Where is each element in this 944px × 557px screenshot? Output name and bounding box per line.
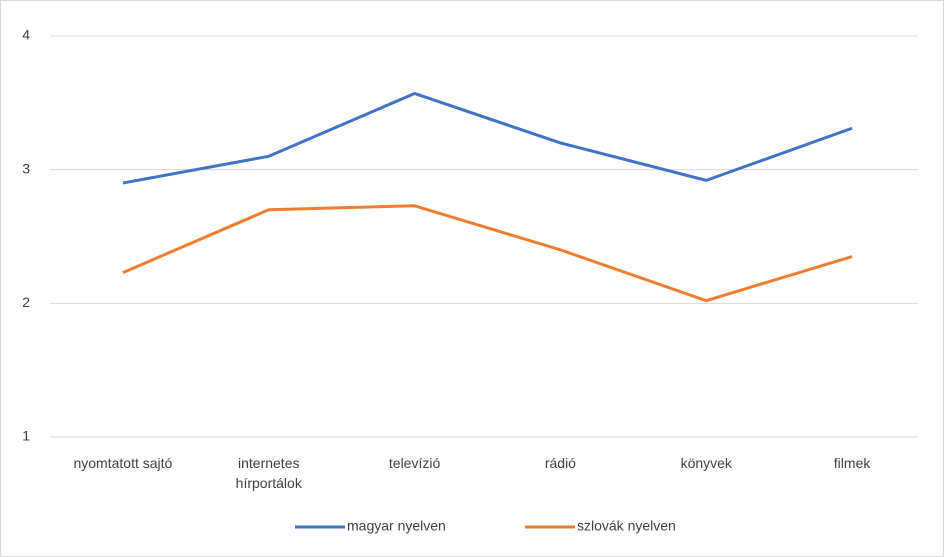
x-tick-label: televízió [388,455,441,471]
x-tick-label: filmek [833,455,871,471]
x-tick-label: internetes hírportálok [235,455,302,491]
y-tick-label: 2 [22,294,30,310]
legend-label: szlovák nyelven [577,518,676,534]
y-tick-label: 4 [22,27,30,43]
y-tick-label: 1 [22,428,30,444]
series-line [122,91,853,185]
series-line [122,204,853,303]
x-tick-label: nyomtatott sajtó [73,455,173,471]
x-tick-label: könyvek [680,455,732,471]
legend-label: magyar nyelven [347,518,446,534]
x-tick-label: rádió [544,455,576,471]
y-tick-label: 3 [22,160,30,176]
